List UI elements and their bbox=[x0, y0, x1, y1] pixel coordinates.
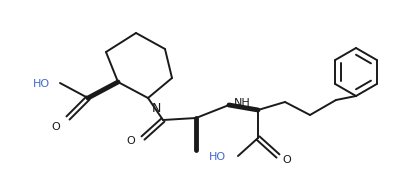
Text: O: O bbox=[126, 136, 135, 146]
Text: N: N bbox=[152, 102, 161, 115]
Text: HO: HO bbox=[33, 79, 50, 89]
Text: HO: HO bbox=[209, 152, 226, 162]
Text: O: O bbox=[282, 155, 291, 165]
Text: O: O bbox=[51, 122, 60, 132]
Text: NH: NH bbox=[234, 98, 251, 108]
